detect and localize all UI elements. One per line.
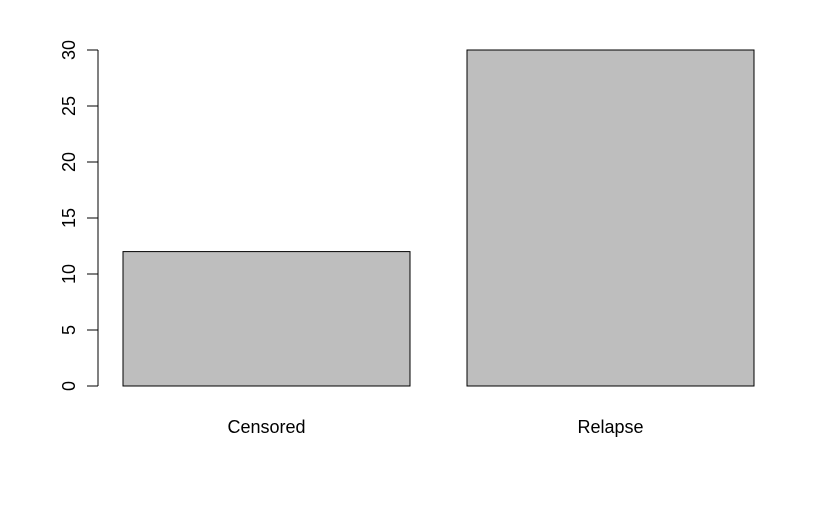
bar-relapse — [466, 49, 755, 387]
bar-censored — [122, 251, 411, 387]
y-tick-label: 10 — [59, 264, 79, 284]
bars — [122, 49, 755, 387]
y-tick-label: 15 — [59, 208, 79, 228]
x-axis-labels: Censored Relapse — [227, 417, 643, 437]
y-tick-label: 5 — [59, 325, 79, 335]
y-tick-label: 20 — [59, 152, 79, 172]
y-axis: 0 5 10 15 20 25 30 — [59, 40, 99, 391]
x-category-label: Censored — [227, 417, 305, 437]
y-tick-label: 25 — [59, 96, 79, 116]
y-tick-label: 0 — [59, 381, 79, 391]
x-category-label: Relapse — [577, 417, 643, 437]
y-tick-label: 30 — [59, 40, 79, 60]
